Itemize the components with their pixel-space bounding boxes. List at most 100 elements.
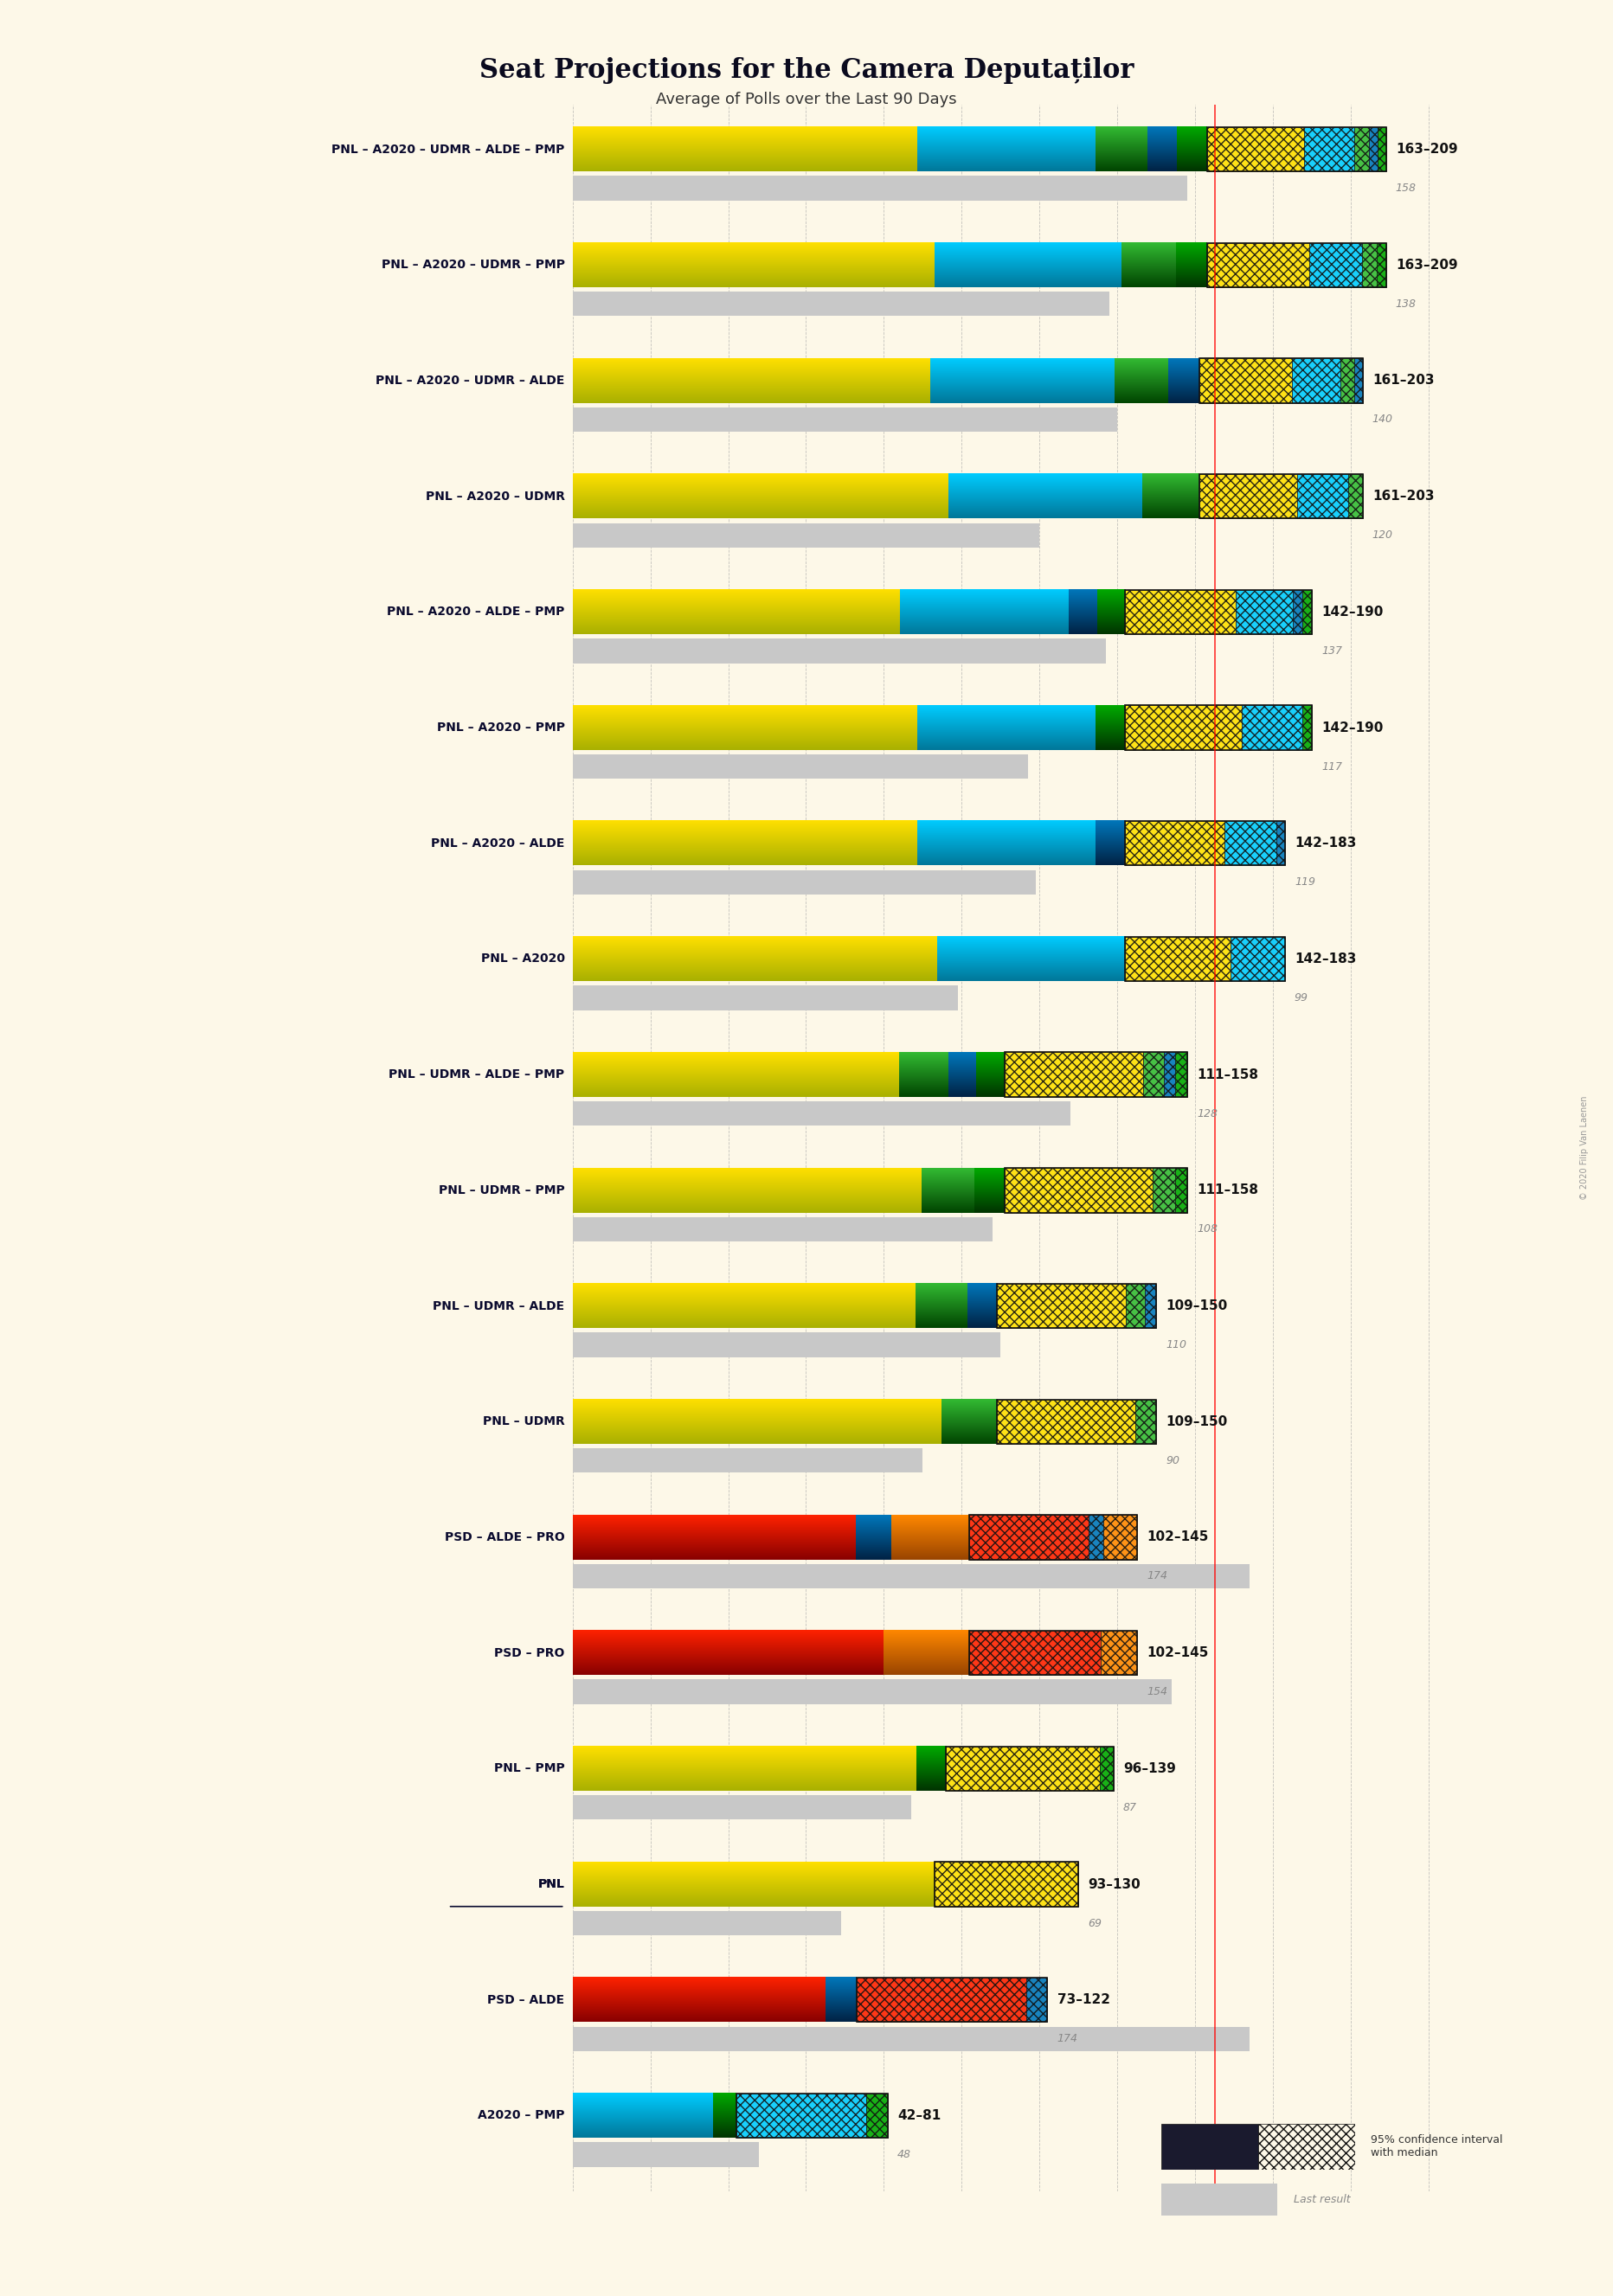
Text: 117: 117 <box>1321 760 1342 771</box>
Text: PNL – A2020 – UDMR – PMP: PNL – A2020 – UDMR – PMP <box>381 259 565 271</box>
Bar <box>1100 1630 1137 1676</box>
Bar <box>1198 473 1363 519</box>
Text: 163–209: 163–209 <box>1395 142 1458 156</box>
Bar <box>736 2094 866 2138</box>
Text: 163–209: 163–209 <box>1395 259 1458 271</box>
Text: Seat Projections for the Camera Deputaților: Seat Projections for the Camera Deputați… <box>479 57 1134 85</box>
Bar <box>1207 126 1305 172</box>
Bar <box>573 292 1110 317</box>
Bar <box>1136 1398 1157 1444</box>
Bar <box>1126 590 1236 634</box>
Bar <box>1355 126 1369 172</box>
Text: 128: 128 <box>1197 1109 1218 1118</box>
Text: PNL – A2020 – UDMR: PNL – A2020 – UDMR <box>426 491 565 503</box>
Bar <box>1126 822 1224 866</box>
Bar <box>573 2027 1250 2050</box>
Text: 154: 154 <box>1147 1685 1168 1697</box>
Text: 87: 87 <box>1123 1802 1137 1814</box>
Bar <box>1207 243 1386 287</box>
Text: PNL – PMP: PNL – PMP <box>494 1763 565 1775</box>
Bar <box>1152 1169 1174 1212</box>
Bar <box>1292 358 1340 402</box>
Bar <box>573 406 1118 432</box>
Text: PNL – UDMR – ALDE: PNL – UDMR – ALDE <box>434 1300 565 1311</box>
Bar <box>1005 1052 1187 1097</box>
Text: 142–190: 142–190 <box>1321 721 1384 735</box>
Bar <box>573 1910 840 1936</box>
Bar <box>1297 473 1348 519</box>
Bar <box>1161 2124 1258 2170</box>
Bar <box>969 1630 1137 1676</box>
Text: 137: 137 <box>1321 645 1342 657</box>
Text: PSD – ALDE – PRO: PSD – ALDE – PRO <box>445 1531 565 1543</box>
Bar <box>1348 473 1363 519</box>
Bar <box>1100 1747 1113 1791</box>
Bar <box>1378 243 1386 287</box>
Bar <box>573 177 1187 200</box>
Bar <box>857 1977 1026 2023</box>
Text: 174: 174 <box>1057 2034 1077 2043</box>
Text: 138: 138 <box>1395 298 1416 310</box>
Bar <box>1224 822 1276 866</box>
Bar <box>1236 590 1294 634</box>
Bar <box>573 755 1027 778</box>
Text: 48: 48 <box>897 2149 911 2161</box>
Bar <box>573 1332 1000 1357</box>
Bar <box>969 1515 1089 1559</box>
Text: 142–183: 142–183 <box>1295 953 1357 964</box>
Bar <box>857 1977 1047 2023</box>
Text: 102–145: 102–145 <box>1147 1646 1208 1660</box>
Text: 140: 140 <box>1373 413 1394 425</box>
Bar <box>997 1283 1157 1327</box>
Text: PNL – A2020 – UDMR – ALDE – PMP: PNL – A2020 – UDMR – ALDE – PMP <box>332 142 565 156</box>
Text: 120: 120 <box>1373 530 1394 542</box>
Bar <box>1310 243 1361 287</box>
Text: 90: 90 <box>1166 1456 1179 1467</box>
Bar <box>969 1515 1137 1559</box>
Text: 142–183: 142–183 <box>1295 836 1357 850</box>
Bar <box>573 1564 1250 1589</box>
Bar <box>947 1747 1113 1791</box>
Text: 110: 110 <box>1166 1339 1187 1350</box>
Bar <box>1126 590 1311 634</box>
Bar <box>573 1217 994 1242</box>
Bar <box>736 2094 887 2138</box>
Bar <box>573 985 958 1010</box>
Bar <box>1126 705 1311 751</box>
Bar <box>573 638 1105 664</box>
Bar <box>1144 1052 1163 1097</box>
Text: 99: 99 <box>1295 992 1308 1003</box>
Text: PNL – UDMR – ALDE – PMP: PNL – UDMR – ALDE – PMP <box>389 1068 565 1081</box>
Bar <box>1005 1169 1152 1212</box>
Bar <box>1340 358 1355 402</box>
Bar <box>1126 937 1284 980</box>
Bar <box>573 523 1039 546</box>
Bar <box>1369 126 1378 172</box>
Bar <box>1198 473 1297 519</box>
Bar <box>1163 1052 1176 1097</box>
Text: Last result: Last result <box>1294 2195 1350 2204</box>
Text: 111–158: 111–158 <box>1197 1185 1258 1196</box>
Text: PNL: PNL <box>539 1878 565 1890</box>
Text: PNL – A2020 – UDMR – ALDE: PNL – A2020 – UDMR – ALDE <box>376 374 565 386</box>
Text: PNL – UDMR: PNL – UDMR <box>482 1417 565 1428</box>
Bar <box>1294 590 1302 634</box>
Bar <box>1174 1169 1187 1212</box>
Bar <box>1089 1515 1103 1559</box>
Bar <box>1355 358 1363 402</box>
Bar <box>1378 126 1386 172</box>
Bar <box>573 1681 1173 1704</box>
Text: PNL – A2020 – PMP: PNL – A2020 – PMP <box>437 721 565 735</box>
Bar <box>573 1102 1071 1125</box>
Text: 158: 158 <box>1395 184 1416 193</box>
Text: 111–158: 111–158 <box>1197 1068 1258 1081</box>
Text: PNL – A2020 – ALDE – PMP: PNL – A2020 – ALDE – PMP <box>387 606 565 618</box>
Bar <box>1231 937 1284 980</box>
Bar <box>573 2142 760 2167</box>
Bar <box>997 1398 1136 1444</box>
Bar <box>573 1795 911 1821</box>
Bar <box>1361 243 1378 287</box>
Text: © 2020 Filip Van Laenen: © 2020 Filip Van Laenen <box>1581 1095 1589 1201</box>
Text: 42–81: 42–81 <box>897 2110 940 2122</box>
Text: Average of Polls over the Last 90 Days: Average of Polls over the Last 90 Days <box>656 92 957 108</box>
